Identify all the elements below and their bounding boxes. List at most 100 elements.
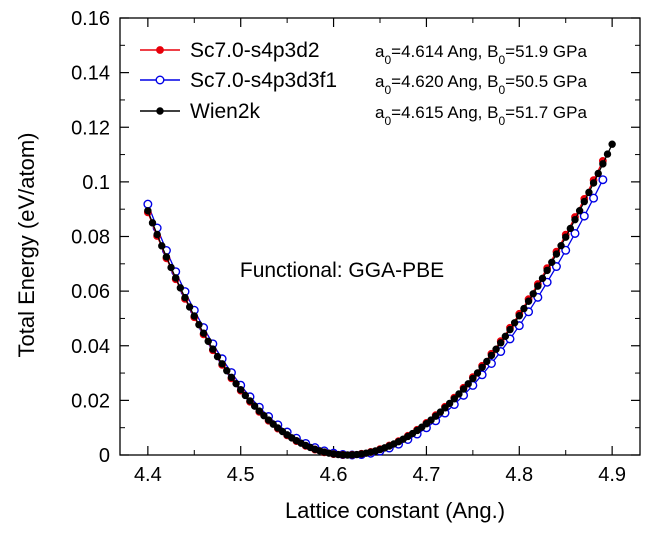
series-line: [147, 179, 604, 456]
note-text-part: B: [487, 72, 498, 91]
data-point: [501, 332, 510, 341]
data-point: [441, 404, 449, 412]
data-point: [167, 263, 175, 272]
x-axis-title: Lattice constant (Ang.): [285, 498, 505, 523]
note-text-part: =4.615 Ang,: [391, 103, 487, 122]
legend-label: Sc7.0-s4p3d3f1: [190, 69, 337, 92]
x-tick-label: 4.5: [227, 464, 255, 486]
data-point: [589, 193, 599, 203]
data-point: [464, 380, 472, 388]
data-point: [455, 390, 463, 398]
legend-label: Wien2k: [190, 100, 261, 123]
data-point: [241, 391, 250, 400]
data-point: [148, 219, 157, 227]
data-point: [172, 274, 180, 282]
data-point: [608, 140, 616, 148]
legend-swatch-marker: [156, 107, 164, 115]
note-text-part: a: [375, 72, 385, 91]
data-point: [250, 402, 259, 410]
data-point: [459, 385, 468, 393]
legend-swatch-marker: [155, 75, 165, 85]
data-point: [185, 303, 194, 311]
data-point: [209, 345, 217, 353]
y-tick-label: 0.14: [71, 63, 110, 85]
data-point: [524, 297, 533, 305]
data-point: [473, 369, 482, 377]
data-point: [510, 319, 519, 327]
y-tick-label: 0.08: [71, 227, 110, 249]
data-point: [190, 312, 198, 320]
data-point: [543, 266, 551, 275]
x-tick-label: 4.8: [505, 464, 533, 486]
data-point: [548, 258, 556, 267]
data-point: [580, 197, 588, 206]
data-point: [204, 337, 212, 345]
note-text-part: =51.9 GPa: [505, 42, 587, 61]
legend-item: Wien2k: [140, 100, 261, 123]
y-tick-label: 0.16: [71, 8, 110, 30]
data-point: [520, 304, 528, 313]
data-point: [599, 160, 607, 168]
y-tick-label: 0.1: [82, 172, 110, 194]
data-point: [237, 386, 245, 394]
subscript: 0: [498, 83, 505, 97]
data-point: [562, 233, 570, 241]
x-tick-label: 4.9: [598, 464, 626, 486]
data-point: [515, 312, 523, 320]
data-point: [589, 179, 598, 187]
data-point: [483, 357, 491, 366]
x-tick-label: 4.7: [413, 464, 441, 486]
fit-note: a0=4.614 Ang, B0=51.9 GPa: [375, 42, 587, 67]
data-point: [260, 411, 268, 420]
fit-note: a0=4.620 Ang, B0=50.5 GPa: [375, 72, 587, 97]
data-point: [445, 399, 454, 408]
data-point: [199, 329, 208, 337]
subscript: 0: [498, 114, 505, 128]
data-point: [575, 207, 584, 215]
legend-label: Sc7.0-s4p3d2: [190, 39, 320, 62]
data-point: [158, 242, 166, 250]
functional-annotation: Functional: GGA-PBE: [240, 259, 444, 282]
note-text-part: =51.7 GPa: [505, 103, 587, 122]
data-point: [269, 420, 277, 428]
subscript: 0: [384, 53, 391, 67]
x-tick-label: 4.6: [320, 464, 348, 486]
series-sc7-0-s4p3d2: [143, 156, 607, 459]
data-point: [450, 395, 458, 403]
subscript: 0: [384, 83, 391, 97]
data-point: [538, 274, 547, 283]
data-point: [213, 352, 222, 361]
note-text-part: =50.5 GPa: [505, 72, 587, 91]
subscript: 0: [498, 53, 505, 67]
data-point: [227, 373, 236, 382]
series-wien2k: [144, 140, 616, 459]
data-point: [436, 408, 445, 416]
y-tick-label: 0.04: [71, 336, 110, 358]
data-point: [218, 360, 226, 368]
series-sc7-0-s4p3d3f1: [143, 175, 608, 460]
data-point: [176, 284, 185, 292]
x-tick-label: 4.4: [134, 464, 162, 486]
legend-item: Sc7.0-s4p3d3f1: [140, 69, 337, 92]
y-tick-label: 0.06: [71, 281, 110, 303]
series-line: [147, 160, 604, 456]
note-text-part: B: [487, 42, 498, 61]
data-point: [594, 169, 602, 178]
data-point: [195, 321, 203, 329]
note-text-part: =4.620 Ang,: [391, 72, 487, 91]
y-tick-label: 0.12: [71, 117, 110, 139]
data-point: [506, 325, 514, 334]
data-point: [529, 290, 537, 298]
note-text-part: a: [375, 42, 385, 61]
note-text-part: a: [375, 103, 385, 122]
data-point: [552, 250, 561, 258]
data-point: [478, 363, 486, 371]
subscript: 0: [384, 114, 391, 128]
data-point: [561, 245, 571, 255]
data-point: [585, 188, 593, 197]
data-point: [153, 230, 161, 239]
legend-item: Sc7.0-s4p3d2: [140, 39, 320, 62]
